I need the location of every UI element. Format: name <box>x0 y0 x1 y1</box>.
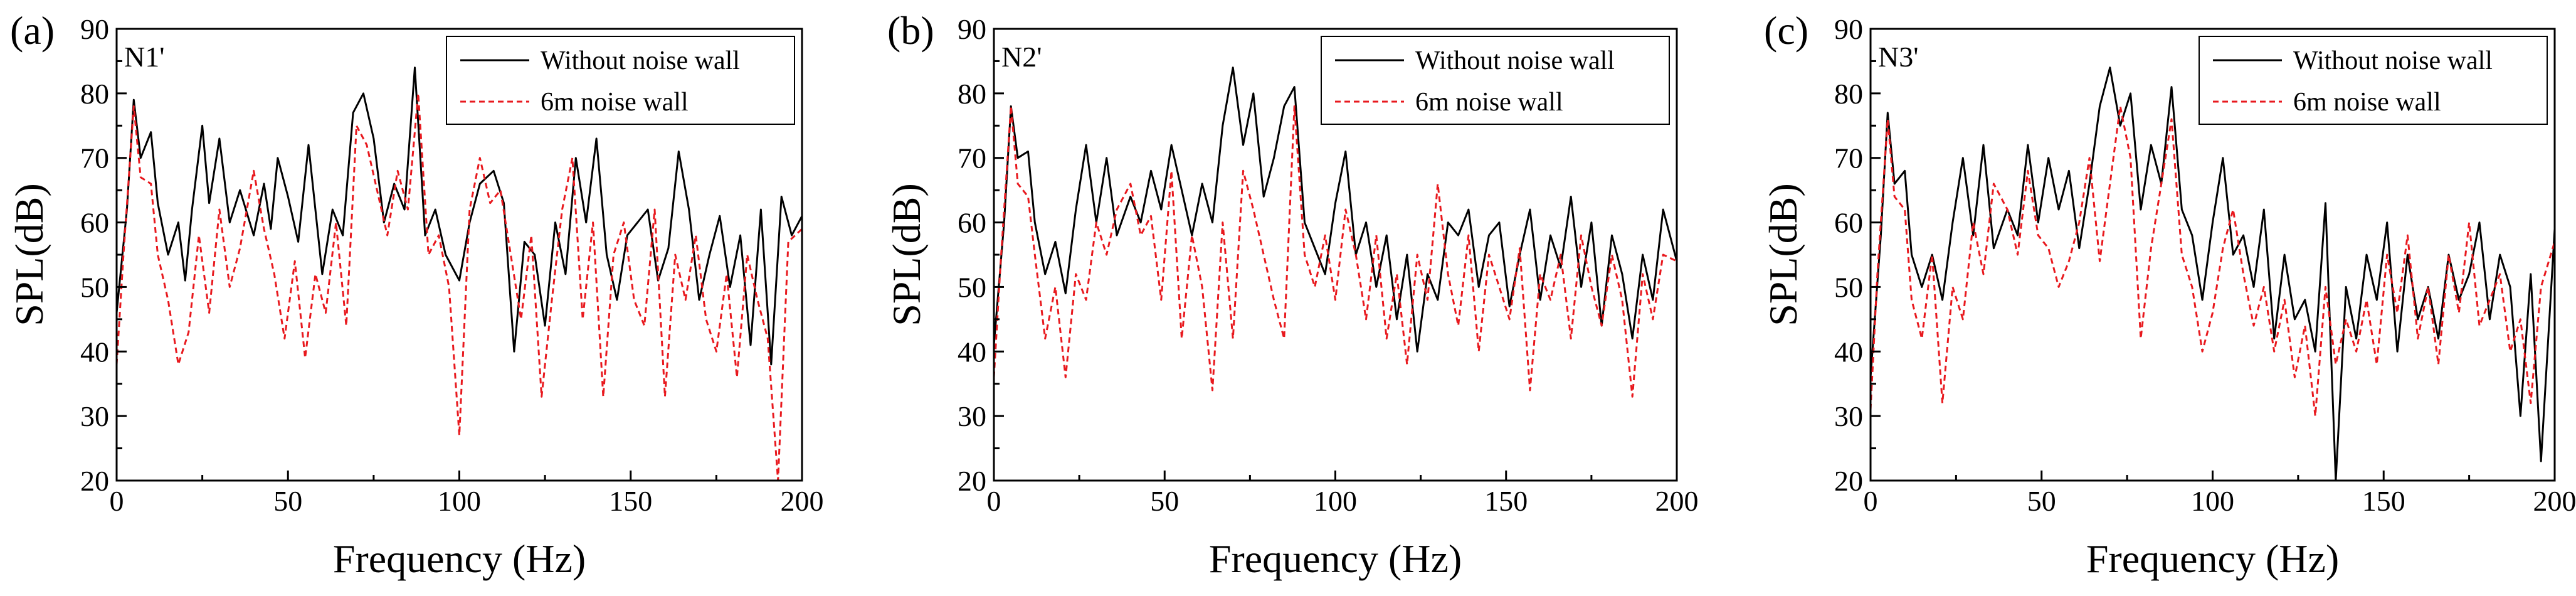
station-annotation: N2' <box>1001 41 1042 73</box>
x-tick-label: 100 <box>2191 485 2234 517</box>
x-tick-label: 0 <box>987 485 1001 517</box>
x-axis-title: Frequency (Hz) <box>333 536 586 581</box>
series-line-6m-noise-wall <box>117 92 802 481</box>
x-tick-label: 200 <box>2533 485 2576 517</box>
x-axis-title: Frequency (Hz) <box>2086 536 2339 581</box>
x-tick-label: 200 <box>781 485 824 517</box>
x-axis-title: Frequency (Hz) <box>1209 536 1462 581</box>
x-tick-label: 150 <box>609 485 652 517</box>
y-tick-label: 60 <box>1834 207 1863 239</box>
y-tick-label: 40 <box>958 336 986 368</box>
x-tick-label: 150 <box>2362 485 2405 517</box>
legend-label: 6m noise wall <box>1415 88 1563 117</box>
legend-box <box>446 36 795 125</box>
legend-box <box>1321 36 1670 125</box>
x-tick-label: 100 <box>1314 485 1357 517</box>
x-tick-label: 0 <box>110 485 124 517</box>
y-tick-label: 70 <box>958 142 986 174</box>
x-tick-label: 0 <box>1864 485 1878 517</box>
station-annotation: N1' <box>124 41 165 73</box>
y-tick-label: 80 <box>958 78 986 110</box>
y-axis-title: SPL(dB) <box>884 183 929 326</box>
y-tick-label: 40 <box>80 336 109 368</box>
x-tick-label: 200 <box>1655 485 1699 517</box>
y-tick-label: 40 <box>1834 336 1863 368</box>
y-axis-title: SPL(dB) <box>1761 183 1805 326</box>
legend: Without noise wall 6m noise wall <box>1321 36 1670 125</box>
series-line-6m-noise-wall <box>1871 105 2555 417</box>
series-line-without-noise-wall <box>117 67 802 366</box>
y-tick-label: 90 <box>80 13 109 45</box>
y-tick-label: 30 <box>958 400 986 432</box>
y-tick-label: 20 <box>80 465 109 497</box>
y-tick-label: 80 <box>80 78 109 110</box>
y-tick-label: 70 <box>1834 142 1863 174</box>
y-tick-label: 90 <box>1834 13 1863 45</box>
y-axis-title: SPL(dB) <box>7 183 51 326</box>
station-annotation: N3' <box>1878 41 1919 73</box>
panel-label: (a) <box>10 8 55 53</box>
x-tick-label: 50 <box>1150 485 1179 517</box>
y-tick-label: 80 <box>1834 78 1863 110</box>
y-tick-label: 20 <box>958 465 986 497</box>
y-tick-label: 90 <box>958 13 986 45</box>
series-line-6m-noise-wall <box>994 105 1677 398</box>
legend: Without noise wall 6m noise wall <box>2199 36 2548 125</box>
x-tick-label: 150 <box>1484 485 1528 517</box>
legend-label: 6m noise wall <box>541 88 689 117</box>
y-tick-label: 50 <box>80 271 109 303</box>
legend-label: Without noise wall <box>1415 46 1615 75</box>
legend-label: Without noise wall <box>541 46 740 75</box>
y-tick-label: 30 <box>80 400 109 432</box>
legend: Without noise wall 6m noise wall <box>446 36 795 125</box>
x-tick-label: 100 <box>438 485 481 517</box>
panel-label: (c) <box>1764 8 1808 53</box>
legend-box <box>2199 36 2548 125</box>
series-line-without-noise-wall <box>994 67 1677 353</box>
y-tick-label: 20 <box>1834 465 1863 497</box>
series-line-without-noise-wall <box>1871 67 2555 481</box>
y-tick-label: 60 <box>80 207 109 239</box>
y-tick-label: 70 <box>80 142 109 174</box>
y-tick-label: 30 <box>1834 400 1863 432</box>
x-tick-label: 50 <box>2027 485 2056 517</box>
chart-panel-3: 0 50 100 150 200 20 30 40 50 60 70 80 90 Frequency (H… <box>1761 8 2576 581</box>
x-tick-label: 50 <box>273 485 302 517</box>
chart-panel-1: 0 50 100 150 200 20 30 40 50 60 70 80 90 Frequency (H… <box>7 8 824 581</box>
legend-label: 6m noise wall <box>2293 88 2441 117</box>
panel-label: (b) <box>887 8 934 53</box>
chart-panel-2: 0 50 100 150 200 20 30 40 50 60 70 80 90 Frequency (H… <box>884 8 1699 581</box>
y-tick-label: 50 <box>958 271 986 303</box>
y-tick-label: 50 <box>1834 271 1863 303</box>
y-tick-label: 60 <box>958 207 986 239</box>
legend-label: Without noise wall <box>2293 46 2493 75</box>
